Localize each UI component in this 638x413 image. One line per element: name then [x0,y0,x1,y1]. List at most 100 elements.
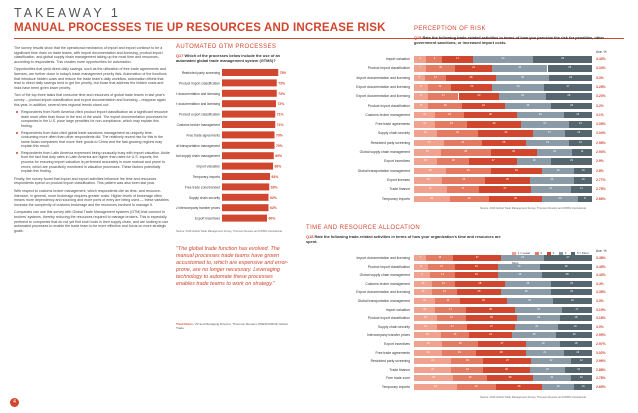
row-average: 2.66% [596,196,606,201]
stacked-segment: 7 [414,255,427,261]
row-average: 3.23% [596,94,606,99]
stacked-segment: 30 [463,111,518,119]
stacked-segment: 22 [436,130,479,138]
stacked-segment: 27 [483,358,532,365]
row-average: 3.04% [596,131,606,136]
stacked-segment: 16 [426,65,455,72]
bar-label: Global transportation management [176,144,220,148]
legend-swatch [547,251,552,255]
row-average: 2.88% [596,367,606,372]
question-number: Q17 [176,53,184,58]
stacked-segment: 24 [517,315,560,322]
bar-value-label: 73% [278,92,285,96]
stacked-segment: 12 [414,121,436,128]
stacked-segment: 8 [414,83,429,91]
perception-source: Source: 2016 Global Trade Management Sur… [480,207,586,210]
row-average: 3.43% [596,57,606,61]
stacked-segment: 21 [526,349,564,356]
body-paragraph: Finally, the survey found that import an… [14,176,157,186]
row-average: 3.18% [596,316,606,321]
stacked-segment: 26 [495,384,543,390]
row-average: 3.34% [596,66,606,71]
stacked-segment: 24 [515,323,559,330]
stacked-segment: 30 [488,195,543,203]
row-label: Export licenses [387,177,410,182]
legend-item: 3 [547,251,554,255]
row-label: Product export classification [367,316,410,321]
row-average: 2.77% [596,177,606,182]
bar [222,204,269,212]
quote-attribution: Trent Ruiss, VP and Managing Director, T… [176,322,288,330]
bar-label: Product export classification [179,113,220,117]
time-section-title: TIME AND RESOURCE ALLOCATION [306,225,421,231]
quote-author: Trent Ruiss, [176,322,194,326]
stacked-segment: 14 [431,289,457,296]
row-average: 2.9% [596,159,604,164]
stacked-segment: 27 [543,83,592,91]
stacked-segment: 26 [545,93,592,100]
time-question: Q18 Rate the following trade-related act… [306,234,506,244]
question-number: Q18 [306,234,314,239]
body-paragraph: Opportunities that yield direct daily sa… [14,67,167,90]
stacked-segment: 34 [472,56,534,63]
row-label: Global transportation management [357,299,410,303]
stacked-segment: 24 [549,74,592,82]
stacked-segment: 13 [414,158,438,165]
body-paragraph: Companies can use this survey with Globa… [14,210,169,233]
stacked-segment: 21 [414,358,452,365]
stacked-segment: 28 [440,149,491,156]
legend-swatch [534,251,539,255]
automation-section-title: AUTOMATED GTM PROCESSES [176,44,277,50]
stacked-segment: 25 [446,167,491,175]
stacked-segment: 31 [492,65,548,72]
bar [222,152,274,160]
row-label: Global supply chain management [359,273,410,278]
stacked-segment: 21 [454,65,493,72]
stacked-segment: 26 [486,375,534,382]
legend-item: 2 [534,251,542,255]
row-average: 2.75% [596,187,606,192]
stacked-segment: 23 [458,93,500,100]
stacked-segment: 28 [542,272,592,279]
row-average: 3.48% [596,256,606,260]
legend-swatch [512,251,516,255]
stacked-segment: 15 [414,332,441,339]
row-average: 3.3% [596,299,604,303]
bar-value-label: 70% [276,144,283,148]
row-label: Free trade zone [386,376,410,381]
stacked-segment: 26 [506,298,553,304]
stacked-segment: 17 [414,186,447,193]
stacked-segment: 22 [456,384,496,390]
stacked-segment: 13 [568,139,592,147]
stacked-segment: 19 [428,102,463,110]
row-average: 3.38% [596,290,606,295]
bar-label: Export documentation and licensing [176,92,220,96]
stacked-segment: 25 [529,176,575,184]
stacked-segment: 16 [440,332,470,339]
stacked-segment: 19 [442,349,477,356]
row-average: 3.19% [596,307,606,312]
bar-label: Export incentives [195,217,220,221]
bar-value-label: 70% [276,133,283,137]
stacked-segment: 25 [511,332,557,339]
stacked-segment: 19 [526,341,560,347]
stacked-segment: 12 [414,130,437,138]
stacked-segment: 14 [430,272,455,279]
stacked-segment: 28 [446,74,496,82]
stacked-segment: 22 [449,195,489,203]
stacked-segment: 7 [414,65,427,72]
stacked-segment: 19 [517,158,552,165]
stacked-segment: 10 [414,289,432,296]
automation-source: Source: 2016 Global Trade Management Sur… [176,230,282,233]
bar-label: Global supply chain management [176,154,220,158]
bar-label: Free trade agreements [186,133,220,137]
bar-value-label: 62% [270,206,277,210]
question-number: Q15 [414,35,422,40]
stacked-segment: 22 [531,358,571,365]
perception-stacked-chart: Import valuation 7 9 17 34 33 3.43% Product imp… [300,56,630,206]
stacked-segment: 18 [542,384,575,390]
stacked-segment: 16 [563,349,592,356]
stacked-segment: 26 [504,280,552,287]
stacked-segment: 29 [540,263,592,270]
bar-value-label: 62% [270,196,277,200]
